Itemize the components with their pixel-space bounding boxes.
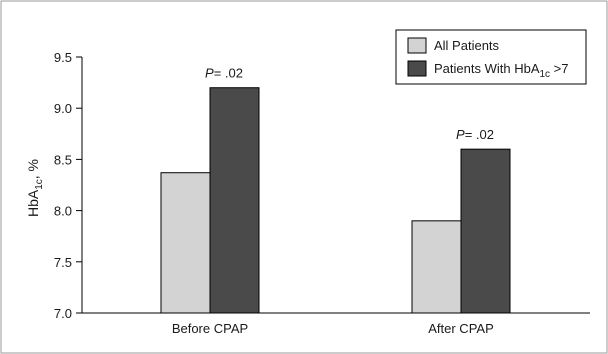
y-axis-title: HbA1c, % [25, 159, 45, 217]
legend: All Patients Patients With HbA1c >7 [395, 29, 587, 85]
bar-all-patients-before [160, 172, 211, 314]
bar-hba1c-gt7-before [209, 87, 260, 314]
x-category-label: After CPAP [428, 321, 494, 336]
p-value-annotation: P= .02 [456, 127, 494, 142]
y-tick-label: 8.0 [54, 204, 72, 219]
p-value-annotation: P= .02 [205, 66, 243, 81]
annotations: P= .02 P= .02 [205, 66, 494, 142]
y-tick-label: 9.5 [54, 50, 72, 65]
y-tick-label: 9.0 [54, 101, 72, 116]
legend-label-all-patients: All Patients [434, 38, 500, 53]
y-tick-label: 8.5 [54, 152, 72, 167]
y-tick-label: 7.0 [54, 306, 72, 321]
legend-swatch-all-patients [407, 37, 427, 54]
y-axis-ticks: 7.0 7.5 8.0 8.5 9.0 9.5 [54, 50, 82, 321]
legend-label-hba1c-gt7: Patients With HbA1c >7 [434, 61, 569, 80]
y-tick-label: 7.5 [54, 255, 72, 270]
bars [160, 87, 511, 314]
legend-frame [395, 29, 587, 85]
bar-hba1c-gt7-after [460, 148, 511, 314]
legend-swatch-hba1c-gt7 [407, 60, 427, 77]
x-category-label: Before CPAP [172, 321, 248, 336]
category-labels: Before CPAP After CPAP [172, 321, 494, 336]
bar-all-patients-after [411, 220, 462, 314]
